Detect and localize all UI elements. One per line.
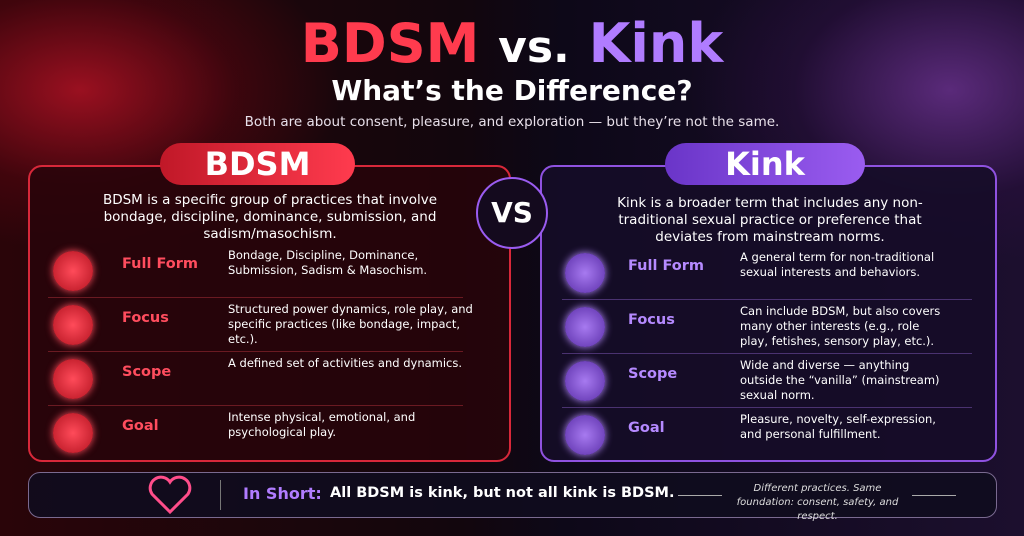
title-vs: vs.	[498, 22, 570, 73]
row-label: Scope	[122, 364, 172, 380]
row-icon	[565, 253, 605, 293]
footer-note: Different practices. Same foundation: co…	[736, 483, 899, 522]
row-separator	[48, 351, 463, 352]
heart-icon	[148, 475, 192, 515]
row-text: Intense physical, emotional, and psychol…	[228, 410, 416, 439]
row-icon	[53, 251, 93, 291]
bdsm-panel	[28, 165, 511, 462]
note-line-right	[912, 495, 956, 496]
row-label: Full Form	[628, 258, 705, 274]
row-separator	[562, 353, 972, 354]
row-text: Can include BDSM, but also covers many o…	[740, 304, 941, 348]
title-kink: Kink	[588, 12, 724, 75]
bdsm-heading: BDSM	[160, 143, 355, 185]
row-label: Focus	[628, 312, 675, 328]
footer-label: In Short:	[243, 484, 322, 503]
row-icon	[565, 307, 605, 347]
vs-badge: VS	[476, 177, 548, 249]
row-text: Wide and diverse — anything outside the …	[740, 358, 940, 402]
row-label: Goal	[122, 418, 159, 434]
kink-description: Kink is a broader term that includes any…	[617, 195, 923, 245]
bdsm-description: BDSM is a specific group of practices th…	[102, 192, 438, 242]
row-icon	[53, 359, 93, 399]
footer-box	[28, 472, 997, 518]
row-label: Focus	[122, 310, 169, 326]
title-bdsm: BDSM	[300, 12, 480, 75]
row-text: A general term for non-traditional sexua…	[740, 250, 935, 279]
row-icon	[53, 305, 93, 345]
row-text: A defined set of activities and dynamics…	[228, 356, 463, 370]
row-text: Structured power dynamics, role play, an…	[228, 302, 473, 346]
row-separator	[48, 297, 463, 298]
footer-divider	[220, 480, 221, 510]
tagline: Both are about consent, pleasure, and ex…	[244, 114, 780, 130]
row-icon	[565, 415, 605, 455]
note-line-left	[678, 495, 722, 496]
subtitle: What’s the Difference?	[331, 74, 693, 107]
row-label: Goal	[628, 420, 665, 436]
row-text: Bondage, Discipline, Dominance, Submissi…	[228, 248, 428, 277]
footer-text: All BDSM is kink, but not all kink is BD…	[330, 485, 675, 501]
row-separator	[562, 407, 972, 408]
row-separator	[562, 299, 972, 300]
row-label: Full Form	[122, 256, 199, 272]
title: BDSM vs. Kink	[0, 12, 1024, 80]
row-icon	[53, 413, 93, 453]
kink-heading: Kink	[665, 143, 865, 185]
row-text: Pleasure, novelty, self-expression, and …	[740, 412, 936, 441]
row-icon	[565, 361, 605, 401]
row-separator	[48, 405, 463, 406]
row-label: Scope	[628, 366, 678, 382]
kink-panel	[540, 165, 997, 462]
